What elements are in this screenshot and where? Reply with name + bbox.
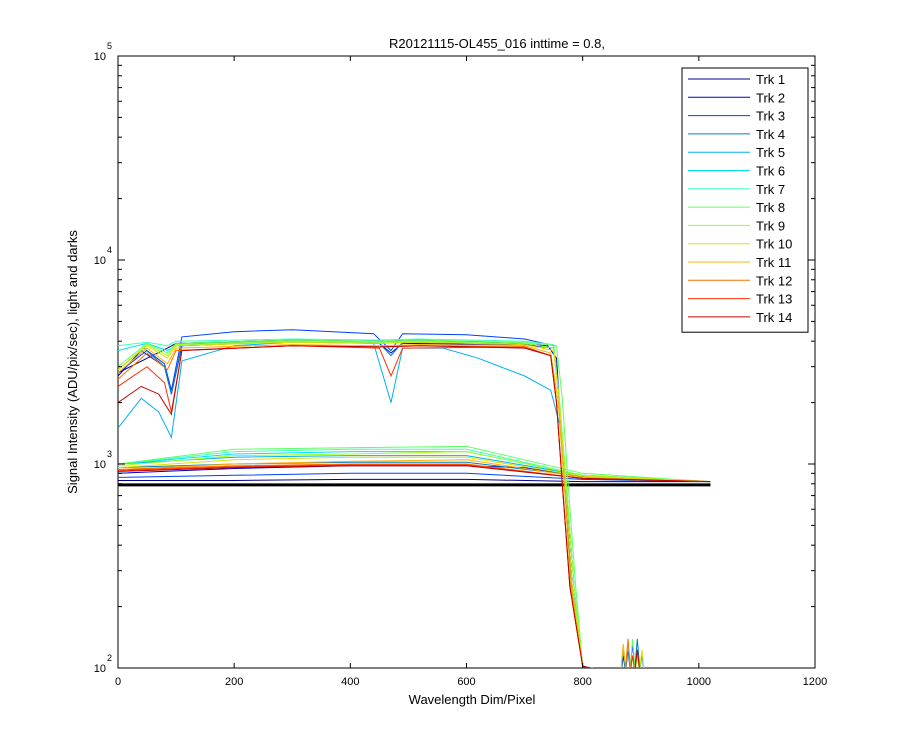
x-tick-label: 400	[341, 676, 359, 688]
y-tick-label-exp: 4	[107, 245, 112, 255]
series-dark-line	[118, 456, 711, 483]
legend-entry: Trk 10	[756, 237, 792, 252]
series-dark-line	[118, 445, 711, 483]
series-dark-line	[118, 465, 711, 483]
legend-entry: Trk 11	[756, 255, 791, 270]
legend-entry: Trk 12	[756, 273, 792, 288]
y-tick-label-exp: 5	[107, 41, 112, 51]
series-peak	[621, 655, 626, 668]
series-peak	[635, 655, 640, 668]
series-peak	[625, 649, 631, 668]
legend-box	[681, 67, 809, 333]
x-tick-label: 200	[225, 676, 243, 688]
legend-entry: Trk 5	[756, 145, 785, 160]
chart-title: R20121115-OL455_016 inttime = 0.8,	[389, 36, 605, 51]
x-tick-label: 800	[573, 676, 591, 688]
legend-entry: Trk 8	[756, 200, 785, 215]
legend-entry: Trk 9	[756, 218, 785, 233]
series-peak	[630, 655, 635, 668]
y-tick-label-base: 10	[94, 663, 106, 675]
legend-entry: Trk 3	[756, 109, 785, 124]
legend-entry: Trk 14	[756, 310, 792, 325]
series-peak	[634, 649, 640, 668]
series-dark-line	[118, 451, 711, 483]
legend-entry: Trk 6	[756, 164, 785, 179]
x-tick-label: 0	[115, 676, 121, 688]
series-light-line	[118, 345, 593, 668]
legend-entry: Trk 4	[756, 127, 785, 142]
y-tick-label-exp: 2	[107, 653, 112, 663]
series-light-line	[118, 339, 593, 668]
series-peak	[639, 649, 645, 668]
legend: Trk 1 Trk 2 Trk 3 Trk 4 Trk 5 Trk 6 Trk 7 Trk 8…	[681, 67, 809, 333]
series-peak	[625, 638, 631, 668]
y-tick-label-base: 10	[94, 51, 106, 63]
legend-entry: Trk 1	[756, 72, 785, 87]
series-peak	[620, 649, 626, 668]
series-dark-line	[118, 459, 711, 483]
series-peak	[639, 655, 645, 668]
y-tick-label-base: 10	[94, 459, 106, 471]
y-tick-label-base: 10	[94, 255, 106, 267]
legend-entry: Trk 13	[756, 292, 792, 307]
series-dark-line	[118, 478, 711, 483]
x-tick-label: 600	[457, 676, 475, 688]
y-tick-label-exp: 3	[107, 449, 112, 459]
y-axis-label: Signal Intensity (ADU/pix/sec), light an…	[65, 230, 80, 494]
series-layer	[118, 329, 711, 668]
series-dark-line	[118, 472, 711, 483]
series-peak	[620, 644, 627, 668]
legend-entry: Trk 2	[756, 90, 785, 105]
legend-entry: Trk 7	[756, 182, 785, 197]
x-tick-label: 1200	[803, 676, 827, 688]
x-tick-label: 1000	[687, 676, 711, 688]
series-light-line	[118, 340, 593, 668]
x-axis-label: Wavelength Dim/Pixel	[409, 692, 536, 707]
